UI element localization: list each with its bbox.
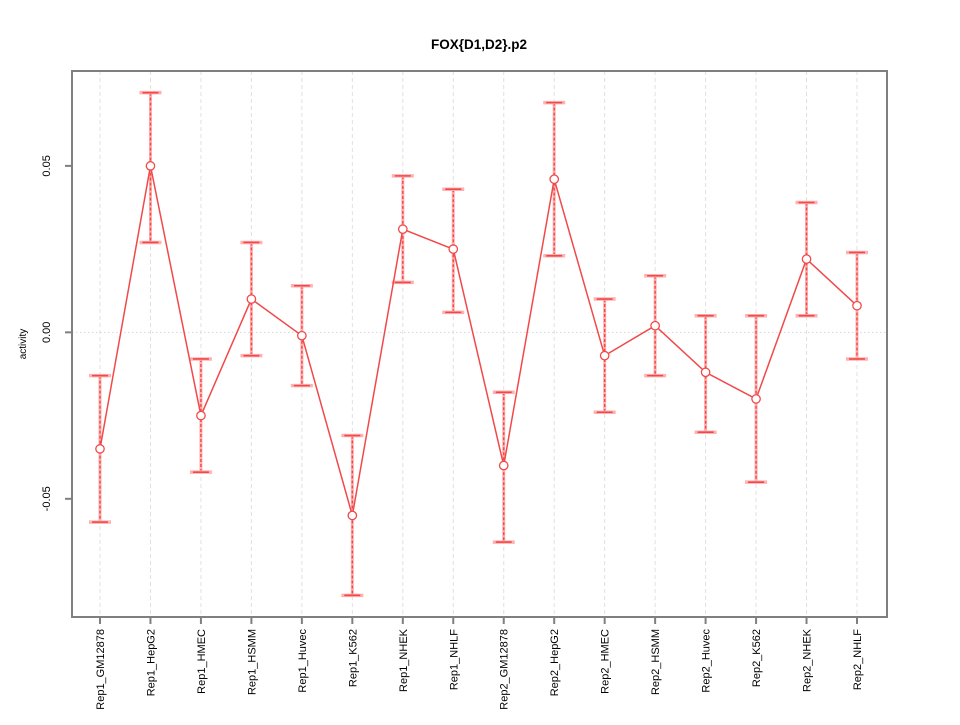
x-tick-label: Rep2_HMEC [600,629,612,694]
y-tick-label: 0.05 [41,155,53,176]
plot-border [71,70,888,618]
data-point [95,444,105,454]
data-point [196,410,206,421]
x-tick-label: Rep2_NHEK [802,628,814,692]
x-tick-label: Rep1_K562 [347,629,359,687]
data-point [145,161,156,171]
data-point [549,174,560,185]
data-point [246,294,257,304]
chart-title: FOX{D1,D2}.p2 [431,37,527,52]
data-point [801,254,812,264]
data-point [397,224,408,234]
x-tick-label: Rep1_NHEK [398,628,410,692]
y-axis: 0.05 0.00 -0.05 [41,155,72,511]
series-polyline [99,165,858,516]
x-tick-label: Rep2_Huvec [701,629,713,693]
gridlines [99,71,858,617]
x-tick-label: Rep2_HepG2 [549,629,561,696]
data-point [448,244,459,254]
x-tick-label: Rep1_HSMM [246,629,258,695]
x-tick-label: Rep1_HepG2 [145,629,157,696]
x-tick-label: Rep2_HSMM [650,629,662,695]
x-tick-label: Rep1_HMEC [196,629,208,694]
y-axis-title: activity [18,329,29,360]
data-point [751,394,761,404]
series-line [99,165,858,516]
data-point [852,300,862,311]
x-tick-label: Rep2_NHLF [852,629,864,690]
data-point [650,320,660,331]
data-point [498,460,509,471]
data-point [347,510,358,521]
x-axis: Rep1_GM12878 Rep1_HepG2 Rep1_HMEC Rep1_HSMM… [95,617,864,710]
x-tick-label: Rep2_GM12878 [499,629,511,710]
x-tick-label: Rep1_NHLF [448,629,460,690]
error-bars [89,90,868,598]
data-point [297,330,307,341]
y-tick-label: -0.05 [41,486,53,511]
x-tick-label: Rep2_K562 [751,629,763,687]
data-points [95,161,862,521]
x-tick-label: Rep1_Huvec [297,629,309,693]
y-tick-label: 0.00 [41,322,53,343]
x-tick-label: Rep1_GM12878 [95,629,107,710]
data-point [700,367,711,378]
data-point [599,350,610,361]
